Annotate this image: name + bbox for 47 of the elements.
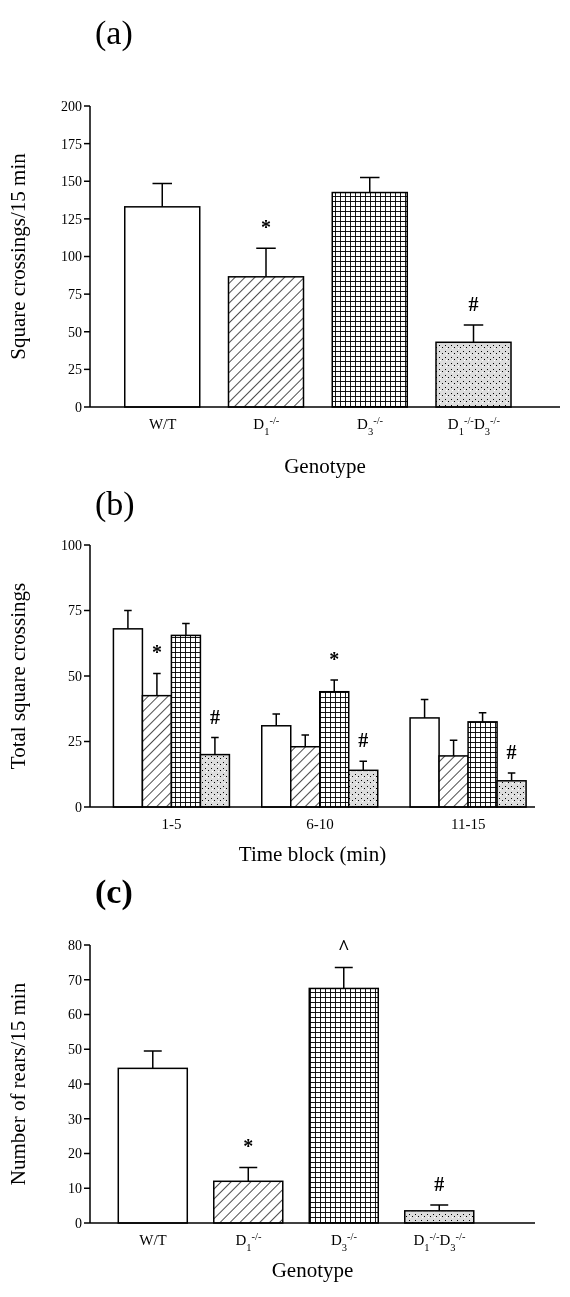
y-tick-label: 125 <box>61 211 82 227</box>
y-tick-label: 75 <box>68 287 82 303</box>
y-tick-label: 10 <box>68 1181 82 1197</box>
data-label: * <box>329 647 340 670</box>
y-tick-label: 50 <box>68 668 82 684</box>
x-axis-title: Genotype <box>284 454 366 478</box>
data-label: * <box>243 1135 254 1158</box>
x-tick-label: 11-15 <box>451 816 486 832</box>
y-tick-label: 20 <box>68 1146 82 1162</box>
y-tick-label: 40 <box>68 1076 82 1092</box>
data-label: * <box>261 216 271 239</box>
x-tick-label: 6-10 <box>306 816 334 832</box>
y-axis-title: Number of rears/15 min <box>6 982 31 1186</box>
y-axis-title: Square crossings/15 min <box>6 152 31 360</box>
y-tick-label: 50 <box>68 1042 82 1058</box>
chart-title: (a) <box>95 14 133 52</box>
chart-title: (c) <box>95 873 133 911</box>
y-tick-label: 175 <box>61 136 82 152</box>
y-tick-label: 25 <box>68 362 82 378</box>
y-tick-label: 70 <box>68 972 82 988</box>
data-label: # <box>209 705 220 728</box>
data-label: # <box>434 1172 445 1195</box>
data-label: # <box>468 292 479 315</box>
y-tick-label: 100 <box>61 537 82 553</box>
y-tick-label: 0 <box>75 1215 82 1231</box>
y-tick-label: 60 <box>68 1007 82 1023</box>
y-tick-label: 0 <box>75 799 82 815</box>
y-tick-label: 80 <box>68 937 82 953</box>
y-tick-label: 30 <box>68 1111 82 1127</box>
y-tick-label: 0 <box>75 399 82 415</box>
data-label: # <box>506 740 517 763</box>
x-axis-title: Time block (min) <box>238 842 387 866</box>
data-label: # <box>358 729 369 752</box>
data-label: * <box>151 641 162 664</box>
y-tick-label: 100 <box>61 249 82 265</box>
y-tick-label: 150 <box>61 174 82 190</box>
x-tick-label: W/T <box>148 416 177 432</box>
y-tick-label: 50 <box>68 324 82 340</box>
x-axis-title: Genotype <box>271 1258 354 1282</box>
x-tick-label: 1-5 <box>161 816 182 832</box>
chart-title: (b) <box>95 485 135 523</box>
x-tick-label: W/T <box>139 1232 167 1248</box>
data-label: ^ <box>337 935 350 958</box>
y-tick-label: 75 <box>68 603 82 619</box>
y-tick-label: 25 <box>68 734 82 750</box>
y-axis-title: Total square crossings <box>6 582 31 770</box>
y-tick-label: 200 <box>61 98 82 114</box>
